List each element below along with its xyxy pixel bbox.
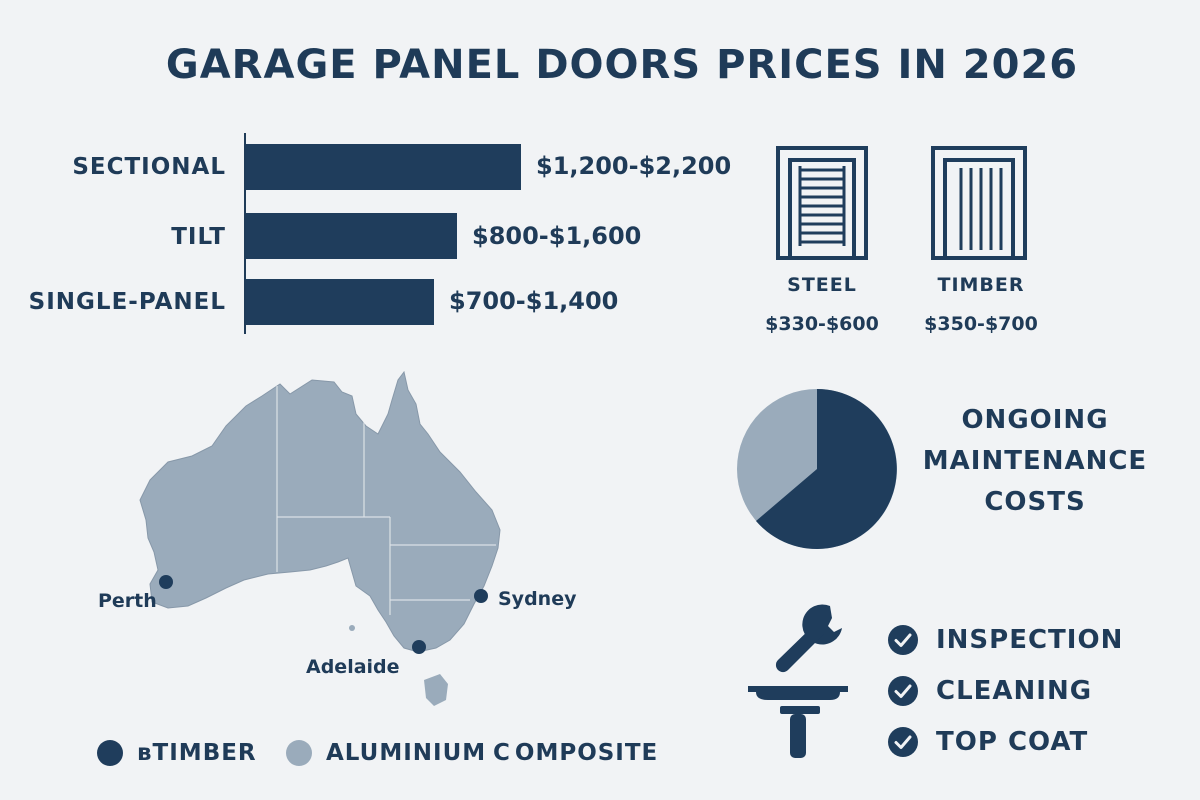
door-type-label-tilt: TILT <box>171 224 226 250</box>
check-circle-icon <box>888 625 918 655</box>
checklist-label-top-coat: TOP COAT <box>936 727 1089 757</box>
checklist-item-inspection: INSPECTION <box>888 622 1123 658</box>
legend-swatch-timber <box>97 740 123 766</box>
checklist-label-inspection: INSPECTION <box>936 625 1124 655</box>
city-label-sydney: Sydney <box>498 588 577 610</box>
bar-axis <box>244 133 246 334</box>
material-name-steel: STEEL <box>787 274 857 296</box>
legend-label-composite: OMPOSITE <box>514 740 659 766</box>
legend-item-composite: C OMPOSITE <box>493 736 658 770</box>
legend-item-timber: ʙTIMBER <box>97 736 257 770</box>
wrench-and-squeegee-icon <box>748 604 848 758</box>
material-price-steel: $330-$600 <box>765 313 879 335</box>
material-name-timber: TIMBER <box>937 274 1025 296</box>
vertical-slat-door-icon <box>931 146 1027 260</box>
maintenance-title-line-3: COSTS <box>984 487 1086 517</box>
check-circle-icon <box>888 676 918 706</box>
price-bar-single-panel <box>246 279 434 325</box>
maintenance-title-line-2: MAINTENANCE <box>922 446 1148 476</box>
horizontal-slat-door-icon <box>776 146 868 260</box>
legend-label-aluminium: ALUMINIUM <box>326 740 487 766</box>
australia-map-icon <box>139 370 501 706</box>
legend-label-timber: ʙTIMBER <box>137 740 257 766</box>
price-bar-tilt <box>246 213 457 259</box>
checklist-item-cleaning: CLEANING <box>888 673 1092 709</box>
city-label-perth: Perth <box>98 590 157 612</box>
legend-glyph-composite: C <box>493 740 511 766</box>
material-price-timber: $350-$700 <box>924 313 1038 335</box>
door-type-label-sectional: SECTIONAL <box>72 154 226 180</box>
maintenance-title-line-1: ONGOING <box>961 405 1109 435</box>
door-type-label-single-panel: SINGLE-PANEL <box>28 289 226 315</box>
checklist-item-top-coat: TOP COAT <box>888 724 1088 760</box>
check-circle-icon <box>888 727 918 757</box>
price-bar-sectional <box>246 144 521 190</box>
pie-chart-icon <box>737 389 897 549</box>
price-range-tilt: $800-$1,600 <box>472 222 642 250</box>
page-title: GARAGE PANEL DOORS PRICES IN 2026 <box>165 42 1079 88</box>
checklist-label-cleaning: CLEANING <box>936 676 1093 706</box>
legend-item-aluminium: ALUMINIUM <box>286 736 486 770</box>
city-label-adelaide: Adelaide <box>306 656 400 678</box>
maintenance-title: ONGOING MAINTENANCE COSTS <box>920 400 1150 523</box>
price-range-single-panel: $700-$1,400 <box>449 287 619 315</box>
price-range-sectional: $1,200-$2,200 <box>536 152 732 180</box>
legend-swatch-aluminium <box>286 740 312 766</box>
